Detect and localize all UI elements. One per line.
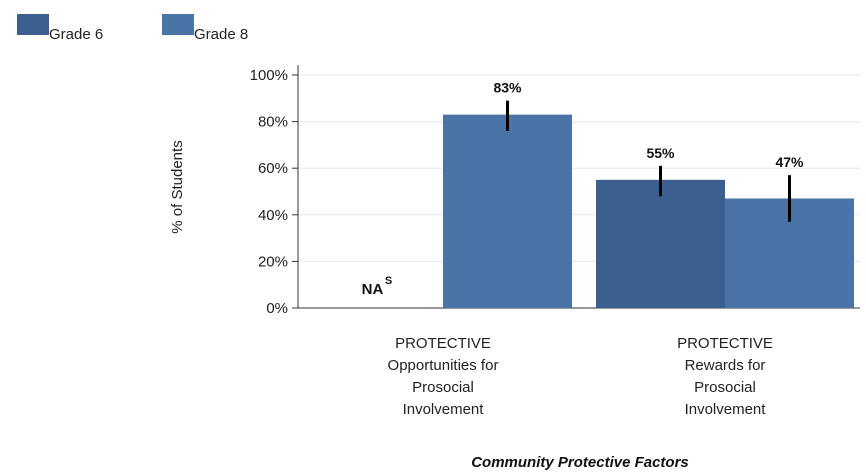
error-bars (506, 100, 791, 222)
legend-label-grade-8: Grade 8 (194, 26, 248, 43)
category-label: PROTECTIVE Rewards for Prosocial Involvemen… (677, 335, 773, 418)
y-tick-labels: 0% 20% 40% 60% 80% 100% (250, 67, 288, 317)
category-label: PROTECTIVE Opportunities for Prosocial Invo… (388, 335, 499, 418)
y-tick-label: 80% (258, 114, 288, 131)
data-label: 55% (646, 145, 675, 161)
y-tick-label: 20% (258, 253, 288, 270)
na-label: NA (362, 281, 384, 298)
legend-swatch-grade-8 (162, 14, 194, 35)
legend-swatch-grade-6 (17, 14, 49, 35)
bars (443, 114, 854, 308)
y-tick-label: 0% (266, 300, 288, 317)
y-tick-label: 100% (250, 67, 288, 84)
y-axis-label: % of Students (169, 140, 186, 233)
data-label: 47% (775, 154, 804, 170)
data-labels: NA S 83% 55% 47% (362, 80, 804, 298)
x-axis-title: Community Protective Factors (471, 454, 689, 471)
y-tick-label: 40% (258, 207, 288, 224)
na-superscript: S (385, 275, 392, 287)
bar-grade-8-0 (443, 114, 572, 308)
bar-grade-6-1 (596, 179, 725, 308)
legend: Grade 6 Grade 8 (17, 14, 248, 43)
y-tick-label: 60% (258, 160, 288, 177)
data-label: 83% (493, 80, 522, 96)
legend-label-grade-6: Grade 6 (49, 26, 103, 43)
category-labels: PROTECTIVE Opportunities for Prosocial Invo… (388, 335, 773, 418)
